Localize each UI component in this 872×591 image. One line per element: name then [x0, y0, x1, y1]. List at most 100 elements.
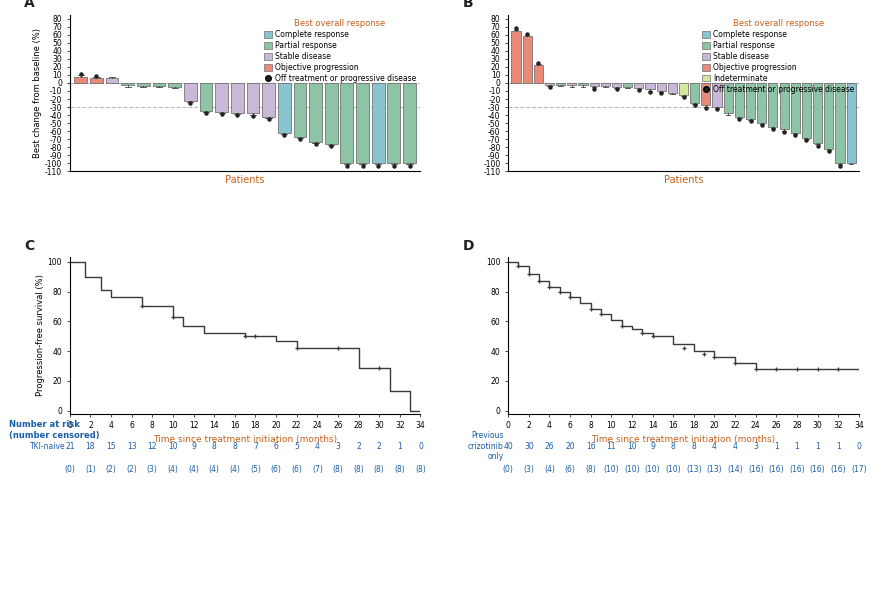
Text: only: only: [487, 452, 504, 462]
Bar: [679, 83, 688, 95]
Text: (16): (16): [789, 465, 805, 475]
Bar: [802, 83, 811, 138]
Text: Number at risk
(number censored): Number at risk (number censored): [9, 420, 99, 440]
Text: 1: 1: [774, 441, 779, 451]
Text: (16): (16): [768, 465, 784, 475]
Text: (7): (7): [312, 465, 323, 475]
Bar: [247, 83, 259, 113]
Text: (4): (4): [208, 465, 220, 475]
Text: (1): (1): [85, 465, 96, 475]
Bar: [74, 77, 87, 83]
Bar: [340, 83, 353, 163]
Text: (8): (8): [585, 465, 596, 475]
Bar: [578, 83, 588, 85]
Text: (4): (4): [188, 465, 199, 475]
Text: (13): (13): [686, 465, 702, 475]
Text: 16: 16: [586, 441, 596, 451]
Text: 9: 9: [651, 441, 655, 451]
Bar: [556, 83, 565, 85]
Text: 30: 30: [524, 441, 534, 451]
Text: (16): (16): [830, 465, 846, 475]
Text: 0: 0: [418, 441, 423, 451]
Text: (14): (14): [727, 465, 743, 475]
Text: 10: 10: [168, 441, 178, 451]
Text: 4: 4: [315, 441, 320, 451]
Text: (5): (5): [250, 465, 261, 475]
Text: 15: 15: [106, 441, 116, 451]
Text: (4): (4): [167, 465, 179, 475]
Text: 7: 7: [253, 441, 258, 451]
Text: 26: 26: [545, 441, 555, 451]
Bar: [568, 83, 576, 85]
Text: C: C: [24, 239, 34, 252]
Text: TKI-naive: TKI-naive: [30, 441, 65, 451]
Text: (2): (2): [106, 465, 116, 475]
Text: 13: 13: [126, 441, 136, 451]
Text: (6): (6): [270, 465, 282, 475]
Text: (8): (8): [415, 465, 426, 475]
Text: 1: 1: [794, 441, 800, 451]
Bar: [813, 83, 822, 143]
Bar: [403, 83, 416, 163]
Text: 4: 4: [712, 441, 717, 451]
Text: crizotinib: crizotinib: [468, 441, 504, 451]
Bar: [835, 83, 844, 163]
Bar: [262, 83, 275, 116]
Text: (13): (13): [706, 465, 722, 475]
Text: B: B: [462, 0, 473, 10]
Text: 8: 8: [671, 441, 676, 451]
Bar: [153, 83, 166, 86]
Bar: [623, 83, 632, 87]
Bar: [278, 83, 290, 133]
Y-axis label: Best change from baseline (%): Best change from baseline (%): [33, 28, 42, 158]
Legend: Complete response, Partial response, Stable disease, Objective progression, Inde: Complete response, Partial response, Sta…: [702, 18, 855, 95]
Text: 6: 6: [274, 441, 278, 451]
Bar: [371, 83, 385, 163]
Text: (3): (3): [146, 465, 158, 475]
Bar: [511, 31, 521, 83]
Text: 2: 2: [377, 441, 382, 451]
Bar: [387, 83, 400, 163]
Bar: [545, 83, 554, 85]
Text: 8: 8: [233, 441, 237, 451]
X-axis label: Time since treatment initiation (months): Time since treatment initiation (months): [591, 434, 775, 443]
Bar: [294, 83, 306, 137]
Bar: [780, 83, 788, 129]
Bar: [184, 83, 197, 100]
Bar: [645, 83, 655, 89]
Text: (2): (2): [126, 465, 137, 475]
Y-axis label: Progression-free survival (%): Progression-free survival (%): [36, 275, 44, 397]
Text: (8): (8): [353, 465, 364, 475]
Text: 12: 12: [147, 441, 157, 451]
Legend: Complete response, Partial response, Stable disease, Objective progression, Off : Complete response, Partial response, Sta…: [263, 18, 417, 84]
Bar: [601, 83, 610, 86]
Text: (10): (10): [665, 465, 681, 475]
Text: (10): (10): [644, 465, 660, 475]
Text: 1: 1: [398, 441, 402, 451]
Text: A: A: [24, 0, 35, 10]
X-axis label: Patients: Patients: [664, 176, 704, 186]
Bar: [589, 83, 599, 86]
Text: (8): (8): [394, 465, 405, 475]
Text: 5: 5: [294, 441, 299, 451]
Text: (0): (0): [503, 465, 514, 475]
Text: 10: 10: [627, 441, 637, 451]
Text: (4): (4): [229, 465, 241, 475]
Bar: [657, 83, 666, 91]
Bar: [746, 83, 755, 119]
Bar: [690, 83, 699, 103]
Bar: [757, 83, 766, 123]
Text: 4: 4: [732, 441, 738, 451]
Text: (8): (8): [332, 465, 344, 475]
Text: D: D: [462, 239, 474, 252]
Text: (4): (4): [544, 465, 555, 475]
Bar: [90, 78, 103, 83]
Bar: [106, 78, 119, 83]
Text: 21: 21: [65, 441, 74, 451]
Bar: [168, 83, 181, 87]
Text: 40: 40: [503, 441, 513, 451]
Bar: [668, 83, 677, 93]
Text: 8: 8: [212, 441, 216, 451]
X-axis label: Time since treatment initiation (months): Time since treatment initiation (months): [153, 434, 337, 443]
Text: (6): (6): [565, 465, 576, 475]
